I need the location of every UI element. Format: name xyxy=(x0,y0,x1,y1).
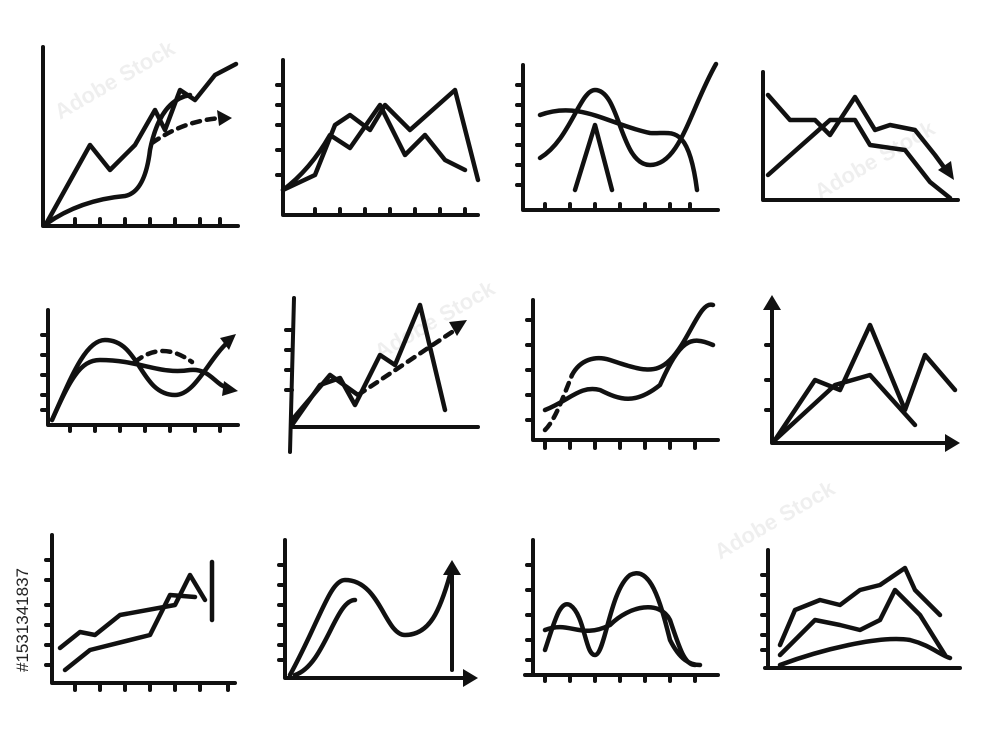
icon xyxy=(288,296,480,454)
curve xyxy=(572,122,615,193)
axis xyxy=(281,58,480,217)
icon xyxy=(763,548,962,670)
watermark: Adobe Stock xyxy=(50,35,180,124)
curve xyxy=(280,102,468,193)
icon xyxy=(46,308,240,427)
icon xyxy=(280,58,481,217)
curve xyxy=(57,559,215,651)
axis xyxy=(770,303,952,445)
curve xyxy=(287,572,453,678)
curve xyxy=(772,322,958,443)
axis xyxy=(523,538,720,677)
axis xyxy=(531,298,720,442)
axis xyxy=(46,308,240,427)
arrow xyxy=(763,295,960,452)
icon xyxy=(761,70,960,202)
curve xyxy=(765,92,949,173)
watermark: Adobe Stock xyxy=(370,275,500,364)
arrow xyxy=(220,334,236,350)
arrow xyxy=(443,560,478,687)
curve xyxy=(43,92,193,227)
curve xyxy=(537,61,719,168)
image-id: #1531341837 xyxy=(13,568,32,672)
watermarks: Adobe Stock Adobe Stock Adobe Stock Adob… xyxy=(50,35,940,564)
curve xyxy=(542,571,703,668)
icon xyxy=(763,295,960,452)
curve xyxy=(569,302,716,378)
curve xyxy=(777,636,953,668)
curve xyxy=(149,115,225,146)
curve xyxy=(355,327,458,398)
axis xyxy=(283,538,470,680)
icon xyxy=(50,533,237,685)
curve xyxy=(765,117,953,201)
curve xyxy=(49,337,231,423)
arrow xyxy=(449,320,467,336)
arrow xyxy=(222,381,238,396)
curve xyxy=(289,302,448,428)
axis xyxy=(761,70,960,202)
curve xyxy=(289,372,361,423)
curve xyxy=(542,372,575,433)
arrow xyxy=(938,161,954,180)
curve xyxy=(292,597,358,678)
icon xyxy=(523,538,720,677)
curve xyxy=(537,108,700,193)
axis xyxy=(521,63,720,212)
arrow xyxy=(217,110,232,126)
curve xyxy=(132,348,195,365)
curve xyxy=(280,87,481,193)
curve xyxy=(542,338,716,413)
curve xyxy=(542,605,698,668)
icon xyxy=(531,298,720,442)
curve xyxy=(62,592,198,673)
curve xyxy=(777,565,943,648)
curve xyxy=(772,372,918,443)
watermark: Adobe Stock xyxy=(710,475,840,564)
ticks xyxy=(40,83,774,692)
curve xyxy=(777,587,948,658)
curve xyxy=(49,357,231,423)
icon xyxy=(521,61,720,212)
icon xyxy=(283,538,478,687)
